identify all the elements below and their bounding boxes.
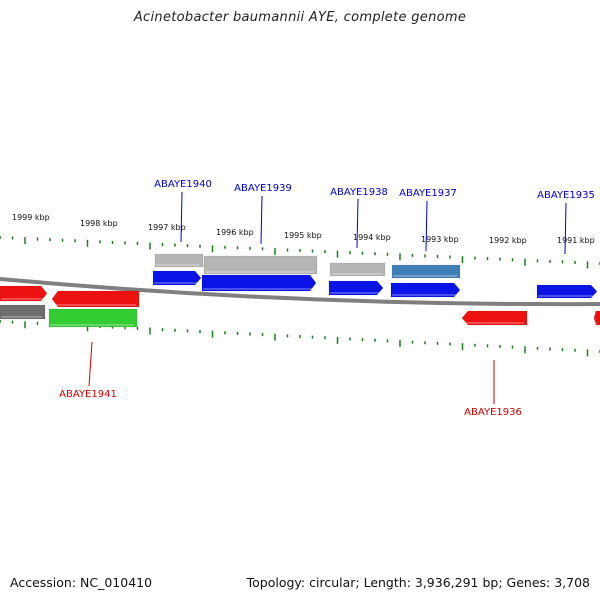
kbp-label: 1996 kbp (216, 228, 254, 237)
feature-gray-bar-shade (205, 271, 314, 273)
gene-arrow-reverse-shade (463, 322, 524, 324)
accession-text: Accession: NC_010410 (10, 575, 153, 590)
gene-arrow-forward-shade (330, 292, 380, 294)
feature-gray-bar (154, 253, 204, 268)
feature-gray-bar (203, 255, 318, 275)
gene-arrow-forward (328, 280, 384, 296)
gene-arrow-forward-shade (392, 294, 457, 296)
gene-arrow-forward (201, 274, 317, 292)
gene-leader-line (260, 195, 263, 245)
kbp-label: 1991 kbp (557, 236, 595, 245)
kbp-label: 1998 kbp (80, 219, 118, 228)
gene-arrow-reverse (0, 285, 48, 302)
gene-arrow-reverse-shade (595, 322, 597, 324)
gene-labels: ABAYE1940 ABAYE1939 ABAYE1938 ABAYE1937 ABAY… (59, 179, 595, 418)
gene-leader-line (180, 191, 183, 243)
feature-darkgray-bar-shade (1, 316, 42, 318)
gene-features (0, 253, 600, 328)
gene-arrow-forward-shade (203, 288, 313, 290)
feature-gray-bar (329, 262, 386, 277)
gene-label-reverse: ABAYE1941 (59, 389, 117, 400)
gene-arrow-forward (536, 284, 598, 299)
kbp-label: 1993 kbp (421, 235, 459, 244)
gene-label-forward: ABAYE1938 (330, 187, 388, 198)
kbp-scale-labels: 1999 kbp 1998 kbp 1997 kbp 1996 kbp 1995 kbp… (12, 213, 595, 245)
gene-label-reverse: ABAYE1936 (464, 407, 522, 418)
feature-steel-bar-shade (393, 275, 457, 277)
gene-arrow-reverse (51, 290, 140, 308)
kbp-label: 1992 kbp (489, 236, 527, 245)
gene-arrow-reverse-shade (1, 298, 44, 300)
gene-label-forward: ABAYE1939 (234, 183, 292, 194)
feature-green-bar-shade (50, 324, 134, 326)
gene-leader-line (356, 198, 359, 249)
feature-gray-bar-shade (331, 273, 382, 275)
feature-steel-bar (391, 264, 461, 279)
gene-label-forward: ABAYE1937 (399, 188, 457, 199)
gene-arrow-reverse (593, 310, 600, 326)
gene-leader-line (88, 341, 93, 387)
gene-arrow-forward-shade (538, 295, 594, 297)
gene-arrow-forward-shade (154, 282, 198, 284)
upper-tick-track (0, 236, 600, 269)
kbp-label: 1995 kbp (284, 231, 322, 240)
gene-label-forward: ABAYE1940 (154, 179, 212, 190)
gene-label-forward: ABAYE1935 (537, 190, 595, 201)
gene-arrow-forward (152, 270, 202, 286)
map-title: Acinetobacter baumannii AYE, complete ge… (133, 10, 467, 25)
kbp-label: 1999 kbp (12, 213, 50, 222)
kbp-label: 1997 kbp (148, 223, 186, 232)
feature-green-bar (48, 308, 138, 328)
genome-backbone (0, 277, 600, 307)
gene-leader-line (564, 202, 567, 255)
topology-text: Topology: circular; Length: 3,936,291 bp… (246, 575, 590, 590)
gene-arrow-reverse-shade (53, 304, 136, 306)
lower-tick-track (0, 320, 600, 357)
gene-leader-line (425, 200, 428, 252)
gene-arrow-forward (390, 282, 461, 298)
feature-darkgray-bar (0, 304, 46, 320)
feature-gray-bar-shade (156, 264, 200, 266)
gene-arrow-reverse (461, 310, 528, 326)
kbp-label: 1994 kbp (353, 233, 391, 242)
